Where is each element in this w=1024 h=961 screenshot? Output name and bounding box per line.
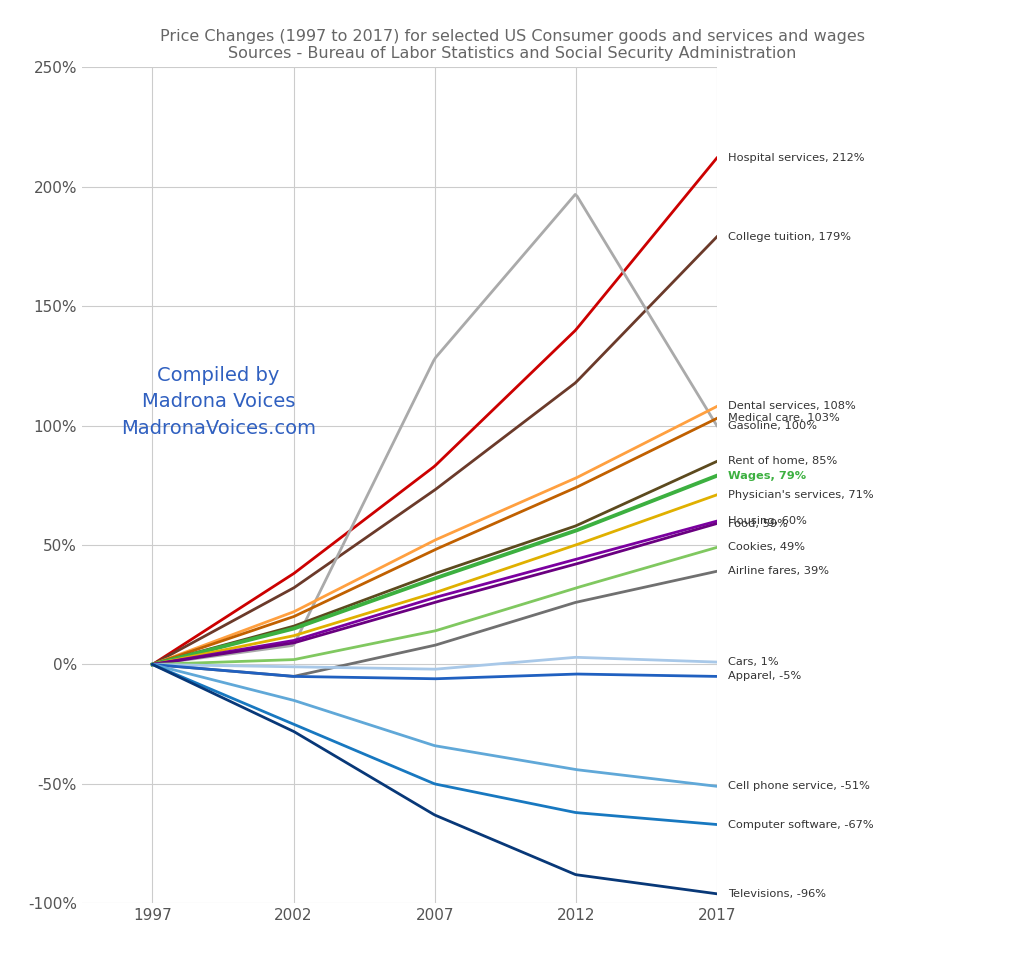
Text: Wages, 79%: Wages, 79% [728, 471, 806, 480]
Text: Cars, 1%: Cars, 1% [728, 657, 778, 667]
Text: Gasoline, 100%: Gasoline, 100% [728, 421, 817, 431]
Text: Cookies, 49%: Cookies, 49% [728, 542, 805, 553]
Text: Housing, 60%: Housing, 60% [728, 516, 807, 526]
Text: Cell phone service, -51%: Cell phone service, -51% [728, 781, 870, 791]
Text: Computer software, -67%: Computer software, -67% [728, 820, 873, 829]
Text: Rent of home, 85%: Rent of home, 85% [728, 456, 838, 466]
Text: Compiled by
Madrona Voices
MadronaVoices.com: Compiled by Madrona Voices MadronaVoices… [121, 366, 316, 437]
Text: Medical care, 103%: Medical care, 103% [728, 413, 840, 424]
Text: Televisions, -96%: Televisions, -96% [728, 889, 826, 899]
Text: Price Changes (1997 to 2017) for selected US Consumer goods and services and wag: Price Changes (1997 to 2017) for selecte… [160, 29, 864, 62]
Text: College tuition, 179%: College tuition, 179% [728, 232, 851, 242]
Text: Hospital services, 212%: Hospital services, 212% [728, 153, 864, 163]
Text: Apparel, -5%: Apparel, -5% [728, 672, 802, 681]
Text: Dental services, 108%: Dental services, 108% [728, 402, 856, 411]
Text: Physician's services, 71%: Physician's services, 71% [728, 490, 873, 500]
Text: Airline fares, 39%: Airline fares, 39% [728, 566, 829, 577]
Text: Food, 59%: Food, 59% [728, 519, 787, 529]
